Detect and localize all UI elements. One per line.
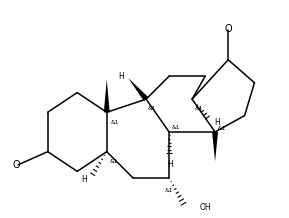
Text: O: O <box>12 160 20 170</box>
Text: &1: &1 <box>218 126 226 131</box>
Text: H: H <box>81 175 87 184</box>
Polygon shape <box>212 132 218 162</box>
Text: &1: &1 <box>172 124 180 129</box>
Text: H: H <box>214 118 220 127</box>
Text: &1: &1 <box>195 107 203 111</box>
Text: &1: &1 <box>111 120 119 125</box>
Text: H: H <box>118 72 124 81</box>
Text: OH: OH <box>199 203 211 212</box>
Text: &1: &1 <box>110 159 118 164</box>
Polygon shape <box>128 78 148 101</box>
Text: &1: &1 <box>148 106 156 111</box>
Text: H: H <box>167 160 173 169</box>
Text: &1: &1 <box>164 188 173 193</box>
Polygon shape <box>104 80 110 112</box>
Text: O: O <box>224 24 232 34</box>
